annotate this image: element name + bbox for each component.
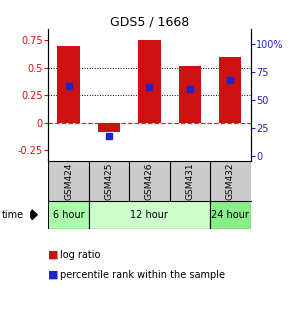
Bar [48,201,89,229]
Bar [219,57,241,123]
Text: ■: ■ [48,250,59,260]
Bar [57,46,80,123]
Text: GSM432: GSM432 [226,162,235,200]
Text: GSM425: GSM425 [105,162,113,200]
Text: 24 hour: 24 hour [211,210,249,220]
Text: 6 hour: 6 hour [53,210,84,220]
Bar [179,66,201,123]
Text: ■: ■ [48,270,59,280]
Text: GSM431: GSM431 [185,162,194,200]
Text: GSM426: GSM426 [145,162,154,200]
FancyArrow shape [31,210,37,220]
Title: GDS5 / 1668: GDS5 / 1668 [110,15,189,28]
Text: time: time [1,210,24,220]
Bar [138,41,161,123]
Bar [210,201,251,229]
Text: log ratio: log ratio [60,250,100,260]
Text: 12 hour: 12 hour [130,210,168,220]
Bar [89,201,210,229]
Text: GSM424: GSM424 [64,162,73,199]
Bar [98,123,120,131]
Text: percentile rank within the sample: percentile rank within the sample [60,270,225,280]
